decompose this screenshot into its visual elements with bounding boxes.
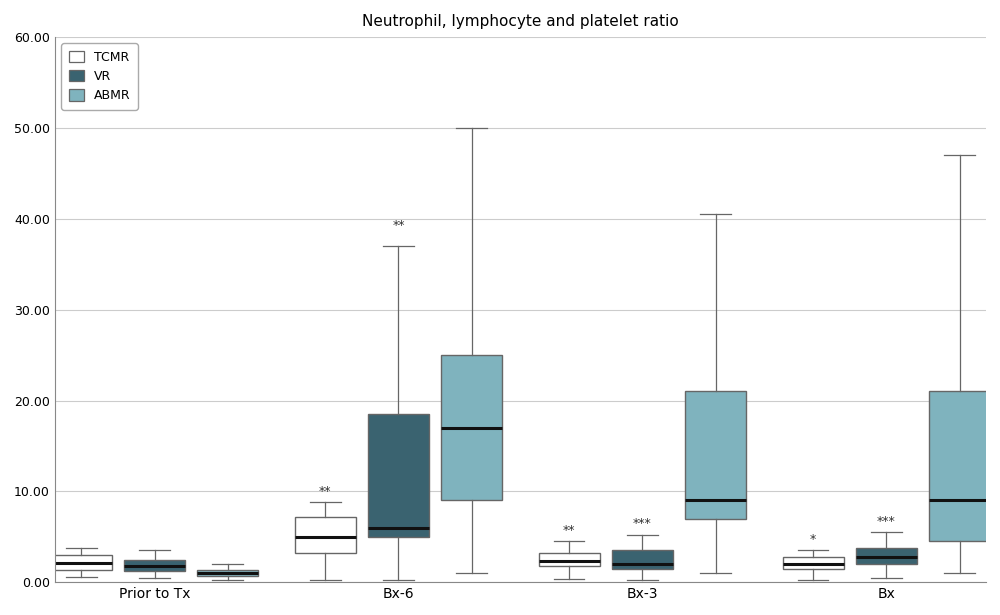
PathPatch shape xyxy=(51,555,112,569)
PathPatch shape xyxy=(783,557,844,569)
Text: ***: *** xyxy=(633,517,652,531)
PathPatch shape xyxy=(295,517,356,553)
Text: *: * xyxy=(810,533,816,546)
PathPatch shape xyxy=(685,391,746,518)
PathPatch shape xyxy=(539,553,600,566)
PathPatch shape xyxy=(197,569,258,576)
PathPatch shape xyxy=(612,550,673,569)
PathPatch shape xyxy=(368,414,429,537)
PathPatch shape xyxy=(124,560,185,571)
Text: ***: *** xyxy=(877,515,896,528)
Text: **: ** xyxy=(319,485,332,498)
PathPatch shape xyxy=(929,391,990,541)
Text: **: ** xyxy=(563,524,575,537)
Title: Neutrophil, lymphocyte and platelet ratio: Neutrophil, lymphocyte and platelet rati… xyxy=(362,14,679,29)
PathPatch shape xyxy=(856,548,917,564)
Legend: TCMR, VR, ABMR: TCMR, VR, ABMR xyxy=(61,43,138,109)
PathPatch shape xyxy=(441,355,502,501)
Text: **: ** xyxy=(392,220,405,232)
